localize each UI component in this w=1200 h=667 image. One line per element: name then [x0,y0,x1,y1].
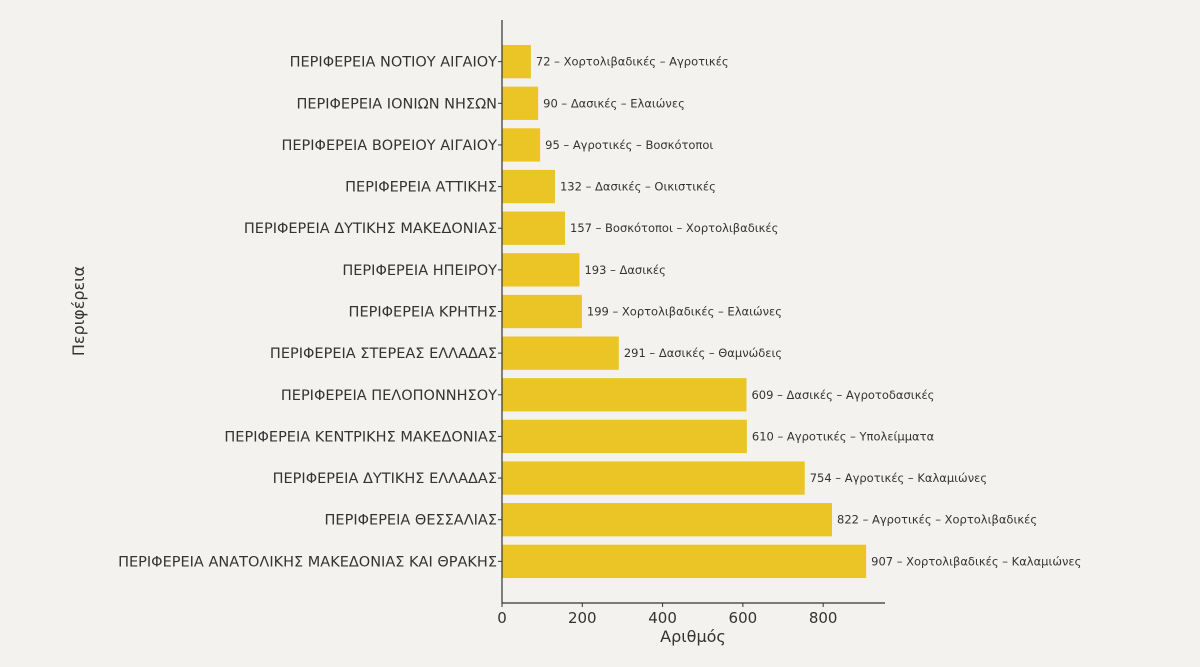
bar [502,253,580,287]
x-tick-label: 800 [809,609,838,627]
bar [502,503,833,537]
data-label: 132 – Δασικές – Οικιστικές [560,180,716,194]
bar [502,544,867,579]
bar [502,86,539,120]
x-tick-label: 400 [648,609,677,627]
category-label: ΠΕΡΙΦΕΡΕΙΑ ΚΡΗΤΗΣ [349,305,497,321]
bar [502,294,582,329]
category-labels: ΠΕΡΙΦΕΡΕΙΑ ΝΟΤΙΟΥ ΑΙΓΑΙΟΥ 72 – Χορτολιβαδ… [118,55,1081,571]
data-label: 193 – Δασικές [584,263,665,277]
bar [502,44,531,79]
category-label: ΠΕΡΙΦΕΡΕΙΑ ΑΝΑΤΟΛΙΚΗΣ ΜΑΚΕΔΟΝΙΑΣ ΚΑΙ ΘΡΑ… [118,554,497,570]
bar [502,211,566,245]
data-label: 610 – Αγροτικές – Υπολείμματα [752,429,935,443]
data-label: 90 – Δασικές – Ελαιώνες [543,96,685,110]
category-label: ΠΕΡΙΦΕΡΕΙΑ ΔΥΤΙΚΗΣ ΕΛΛΑΔΑΣ [273,471,497,487]
data-label: 754 – Αγροτικές – Καλαμιώνες [810,471,987,485]
category-label: ΠΕΡΙΦΕΡΕΙΑ ΣΤΕΡΕΑΣ ΕΛΛΑΔΑΣ [270,346,497,362]
category-label: ΠΕΡΙΦΕΡΕΙΑ ΒΟΡΕΙΟΥ ΑΙΓΑΙΟΥ [281,138,497,154]
data-label: 822 – Αγροτικές – Χορτολιβαδικές [837,513,1037,527]
category-label: ΠΕΡΙΦΕΡΕΙΑ ΙΟΝΙΩΝ ΝΗΣΩΝ [296,96,497,112]
category-label: ΠΕΡΙΦΕΡΕΙΑ ΑΤΤΙΚΗΣ [345,180,497,196]
bar [502,169,555,204]
y-axis-label: Περιφέρεια [69,266,88,356]
bar [502,336,619,370]
bar [502,419,747,454]
category-label: ΠΕΡΙΦΕΡΕΙΑ ΘΕΣΣΑΛΙΑΣ [325,513,497,529]
data-label: 95 – Αγροτικές – Βοσκότοποι [545,138,713,152]
x-axis-label: Αριθμός [660,627,726,646]
data-label: 199 – Χορτολιβαδικές – Ελαιώνες [587,305,782,319]
bars [502,44,867,579]
bar [502,378,747,412]
category-label: ΠΕΡΙΦΕΡΕΙΑ ΗΠΕΙΡΟΥ [342,263,497,279]
data-label: 907 – Χορτολιβαδικές – Καλαμιώνες [871,554,1081,568]
data-label: 157 – Βοσκότοποι – Χορτολιβαδικές [570,221,778,235]
bar [502,461,805,495]
category-label: ΠΕΡΙΦΕΡΕΙΑ ΠΕΛΟΠΟΝΝΗΣΟΥ [281,388,497,404]
x-tick-label: 600 [729,609,758,627]
category-label: ΠΕΡΙΦΕΡΕΙΑ ΝΟΤΙΟΥ ΑΙΓΑΙΟΥ [290,55,498,71]
x-tick-label: 200 [568,609,597,627]
x-ticks: 0 200 400 600 800 [497,603,837,627]
data-label: 291 – Δασικές – Θαμνώδεις [624,346,782,360]
category-label: ΠΕΡΙΦΕΡΕΙΑ ΚΕΝΤΡΙΚΗΣ ΜΑΚΕΔΟΝΙΑΣ [224,429,497,445]
x-tick-label: 0 [497,609,507,627]
data-label: 72 – Χορτολιβαδικές – Αγροτικές [536,55,729,69]
category-label: ΠΕΡΙΦΕΡΕΙΑ ΔΥΤΙΚΗΣ ΜΑΚΕΔΟΝΙΑΣ [244,221,497,237]
bar [502,128,541,162]
data-label: 609 – Δασικές – Αγροτοδασικές [751,388,934,402]
